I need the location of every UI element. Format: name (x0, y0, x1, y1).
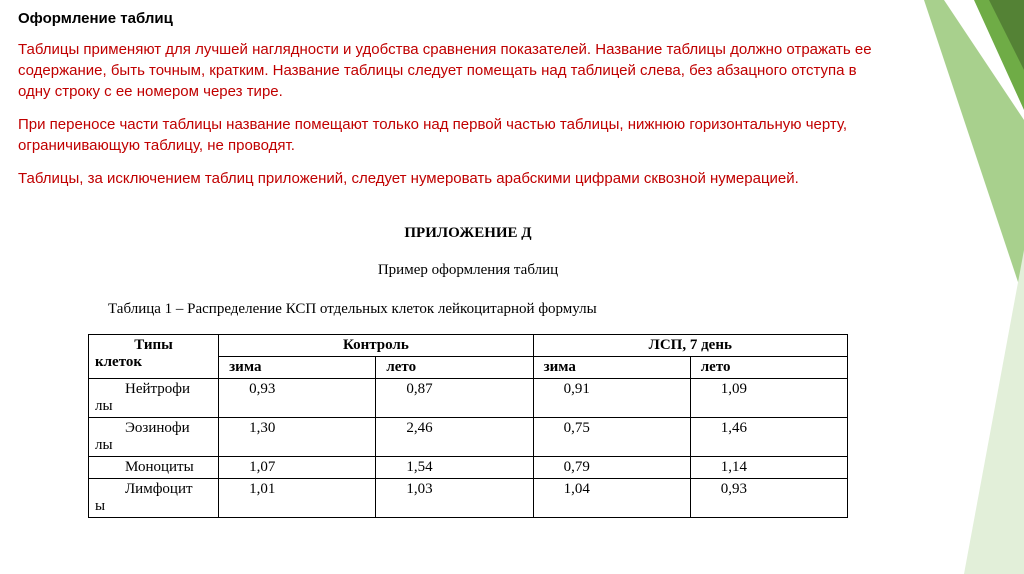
cell: 1,46 (690, 418, 847, 457)
cell: 1,54 (376, 457, 533, 479)
cell: 0,93 (690, 479, 847, 518)
cell: 1,30 (219, 418, 376, 457)
table-row: Эозинофилы 1,30 2,46 0,75 1,46 (89, 418, 848, 457)
header-types-line2: клеток (95, 354, 212, 371)
table-header-row-1: Типы клеток Контроль ЛСП, 7 день (89, 335, 848, 357)
cell: 1,03 (376, 479, 533, 518)
slide-content: Оформление таблиц Таблицы применяют для … (0, 0, 900, 518)
appendix-subtitle: Пример оформления таблиц (78, 262, 858, 279)
slide-decoration (914, 0, 1024, 574)
header-sub-summer-1: лето (376, 357, 533, 379)
header-sub-winter-1: зима (219, 357, 376, 379)
table-row: Лимфоциты 1,01 1,03 1,04 0,93 (89, 479, 848, 518)
cell: 0,79 (533, 457, 690, 479)
appendix-title: ПРИЛОЖЕНИЕ Д (78, 225, 858, 242)
cell: 0,93 (219, 379, 376, 418)
cell: 1,14 (690, 457, 847, 479)
appendix-block: ПРИЛОЖЕНИЕ Д Пример оформления таблиц Та… (78, 225, 858, 518)
cell: 1,07 (219, 457, 376, 479)
section-heading: Оформление таблиц (18, 10, 882, 27)
table-caption: Таблица 1 – Распределение КСП отдельных … (108, 301, 858, 318)
cell: 2,46 (376, 418, 533, 457)
header-group-lsp: ЛСП, 7 день (533, 335, 847, 357)
paragraph-1: Таблицы применяют для лучшей наглядности… (18, 39, 882, 102)
table-row: Нейтрофилы 0,93 0,87 0,91 1,09 (89, 379, 848, 418)
header-group-control: Контроль (219, 335, 533, 357)
paragraph-2: При переносе части таблицы название поме… (18, 114, 882, 156)
cell: 0,87 (376, 379, 533, 418)
cell: 1,09 (690, 379, 847, 418)
table-row: Моноциты 1,07 1,54 0,79 1,14 (89, 457, 848, 479)
header-types-line1: Типы (95, 337, 212, 354)
cell: 0,91 (533, 379, 690, 418)
header-sub-summer-2: лето (690, 357, 847, 379)
cell: 1,01 (219, 479, 376, 518)
paragraph-3: Таблицы, за исключением таблиц приложени… (18, 168, 882, 189)
data-table: Типы клеток Контроль ЛСП, 7 день зима ле… (88, 334, 848, 518)
cell: 1,04 (533, 479, 690, 518)
header-sub-winter-2: зима (533, 357, 690, 379)
cell: 0,75 (533, 418, 690, 457)
